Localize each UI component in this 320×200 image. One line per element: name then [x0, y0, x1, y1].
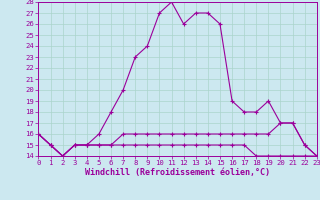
X-axis label: Windchill (Refroidissement éolien,°C): Windchill (Refroidissement éolien,°C) — [85, 168, 270, 177]
